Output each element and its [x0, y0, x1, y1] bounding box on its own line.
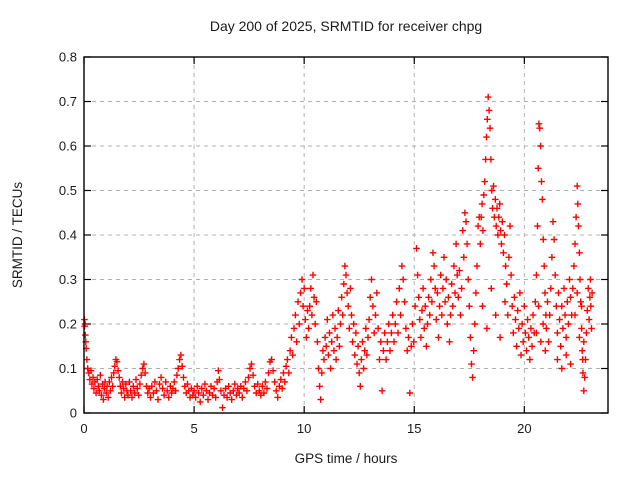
x-tick-label: 10	[297, 421, 311, 436]
x-axis-label: GPS time / hours	[295, 451, 398, 466]
chart-title: Day 200 of 2025, SRMTID for receiver chp…	[210, 18, 482, 34]
x-tick-label: 5	[190, 421, 197, 436]
y-tick-label: 0.1	[59, 361, 77, 376]
x-tick-label: 0	[80, 421, 87, 436]
y-axis-label: SRMTID / TECUs	[10, 182, 25, 289]
x-tick-label: 20	[517, 421, 531, 436]
y-tick-label: 0.4	[59, 228, 77, 243]
y-tick-label: 0.5	[59, 183, 77, 198]
plot-border	[83, 56, 609, 414]
y-tick-label: 0.6	[59, 139, 77, 154]
y-tick-label: 0.7	[59, 94, 77, 109]
y-tick-label: 0.8	[59, 50, 77, 65]
x-tick-label: 15	[407, 421, 421, 436]
y-tick-label: 0.2	[59, 317, 77, 332]
tick-labels: 0 5 10 15 20 0 0.1 0.2 0.3 0.4 0.5 0.6 0.7 0.8	[59, 50, 532, 437]
data-markers	[81, 93, 596, 411]
scatter-points	[81, 93, 596, 411]
y-tick-label: 0.3	[59, 272, 77, 287]
y-tick-label: 0	[70, 406, 77, 421]
grid-lines	[84, 57, 608, 413]
